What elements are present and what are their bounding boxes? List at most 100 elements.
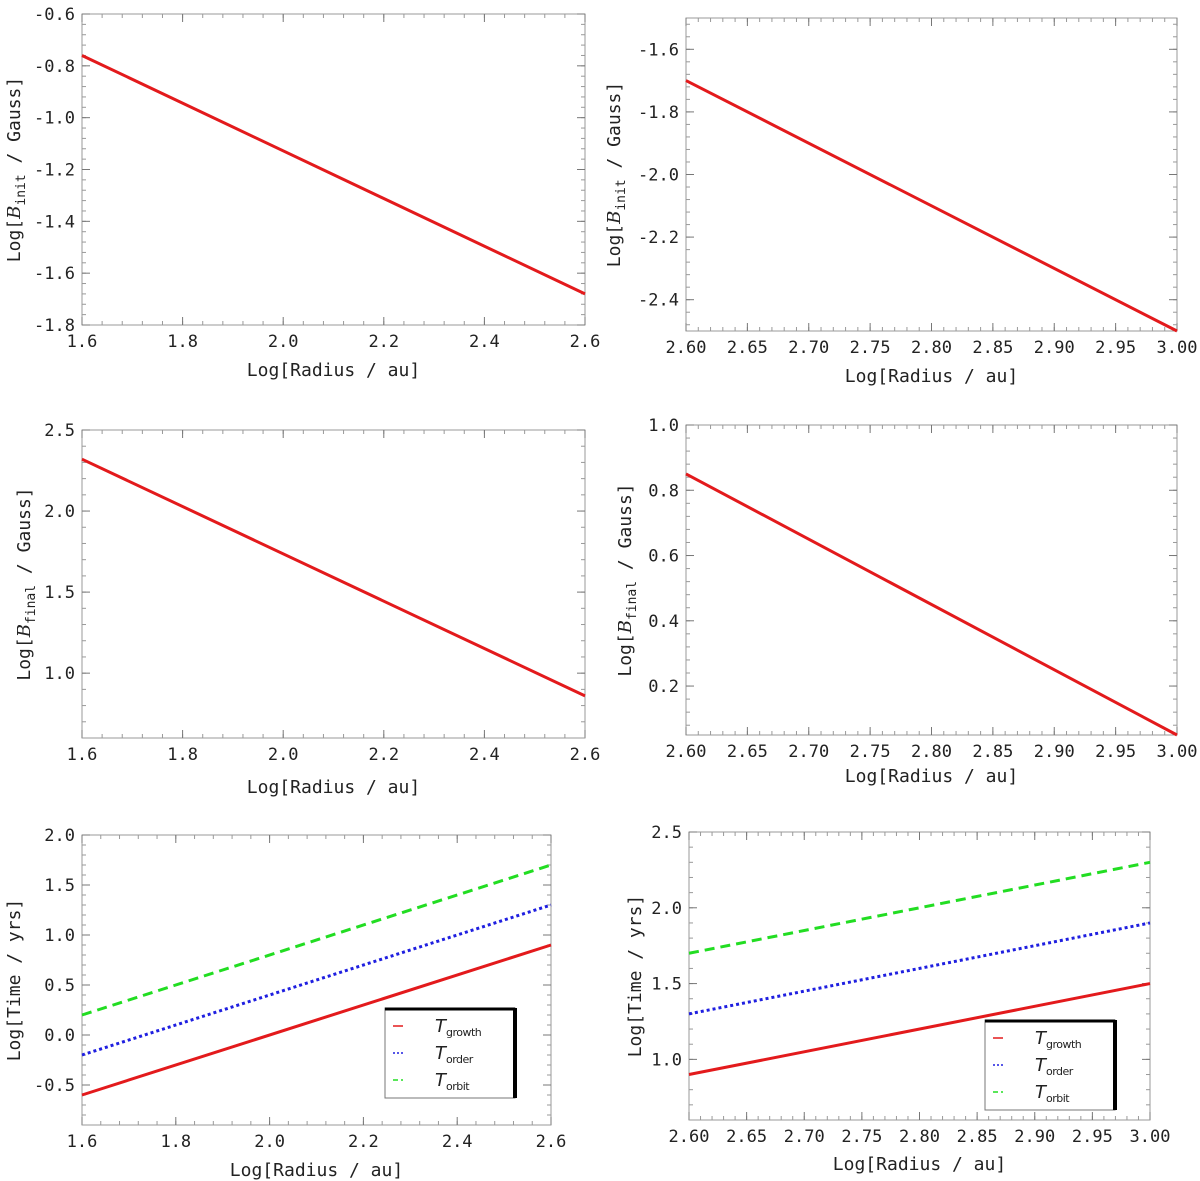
plot-frame bbox=[82, 430, 585, 738]
y-axis-label: Log[Binit / Gauss] bbox=[604, 82, 629, 267]
y-tick-label: 2.5 bbox=[651, 823, 682, 843]
x-tick-label: 2.85 bbox=[957, 1127, 998, 1147]
x-tick-label: 2.80 bbox=[911, 742, 952, 762]
x-tick-label: 2.65 bbox=[726, 1127, 767, 1147]
y-axis-label: Log[Bfinal / Gauss] bbox=[615, 483, 640, 676]
y-tick-label: -2.2 bbox=[638, 228, 679, 248]
y-tick-label: 1.0 bbox=[648, 416, 679, 436]
x-axis-label: Log[Radius / au] bbox=[247, 777, 420, 798]
y-tick-label: 1.0 bbox=[651, 1050, 682, 1070]
chart-panel-6: 2.60 2.65 2.70 2.75 2.80 2.85 2.90 2.95 3.00 1.0 1… bbox=[625, 823, 1170, 1175]
legend: Tgrowth Torder Torbit bbox=[385, 1008, 515, 1098]
chart-panel-1: 1.6 1.8 2.0 2.2 2.4 2.6-1.8-1.6-1.4-1.2-1.0-0… bbox=[4, 5, 600, 381]
x-tick-label: 2.85 bbox=[972, 742, 1013, 762]
y-tick-label: 1.0 bbox=[44, 664, 75, 684]
y-tick-label: 0.4 bbox=[648, 612, 679, 632]
x-tick-label: 2.85 bbox=[972, 338, 1013, 358]
x-axis-label: Log[Radius / au] bbox=[833, 1154, 1006, 1175]
x-tick-label: 2.75 bbox=[850, 742, 891, 762]
x-tick-label: 1.8 bbox=[167, 745, 198, 765]
x-tick-label: 2.2 bbox=[348, 1132, 379, 1152]
x-tick-label: 2.4 bbox=[469, 745, 500, 765]
x-tick-label: 2.6 bbox=[570, 332, 601, 352]
y-tick-label: -0.5 bbox=[34, 1076, 75, 1096]
x-tick-label: 2.0 bbox=[254, 1132, 285, 1152]
legend: Tgrowth Torder Torbit bbox=[985, 1020, 1115, 1110]
x-tick-label: 2.4 bbox=[442, 1132, 473, 1152]
x-tick-label: 3.00 bbox=[1157, 742, 1198, 762]
x-tick-label: 2.80 bbox=[911, 338, 952, 358]
series-line-b-init bbox=[82, 55, 585, 293]
y-axis-label: Log[Time / yrs] bbox=[625, 895, 646, 1058]
x-tick-label: 2.70 bbox=[788, 742, 829, 762]
x-axis-label: Log[Radius / au] bbox=[247, 360, 420, 381]
y-tick-label: 2.0 bbox=[44, 826, 75, 846]
series-line-t-order bbox=[689, 923, 1150, 1014]
chart-panel-4: 2.60 2.65 2.70 2.75 2.80 2.85 2.90 2.95 3.000.20… bbox=[615, 416, 1197, 787]
x-tick-label: 2.95 bbox=[1072, 1127, 1113, 1147]
y-tick-label: -0.6 bbox=[34, 5, 75, 25]
y-tick-label: 1.5 bbox=[44, 876, 75, 896]
x-tick-label: 2.75 bbox=[850, 338, 891, 358]
x-tick-label: 2.80 bbox=[899, 1127, 940, 1147]
x-axis-label: Log[Radius / au] bbox=[230, 1160, 403, 1181]
plot-frame bbox=[82, 14, 585, 325]
y-tick-label: -1.0 bbox=[34, 109, 75, 129]
y-tick-label: -2.4 bbox=[638, 291, 679, 311]
x-tick-label: 1.6 bbox=[67, 1132, 98, 1152]
x-tick-label: 2.95 bbox=[1095, 742, 1136, 762]
x-tick-label: 3.00 bbox=[1130, 1127, 1171, 1147]
x-tick-label: 2.60 bbox=[666, 338, 707, 358]
x-tick-label: 2.2 bbox=[368, 745, 399, 765]
y-axis-label: Log[Time / yrs] bbox=[4, 899, 25, 1062]
series-line-b-final bbox=[82, 459, 585, 696]
y-tick-label: 1.0 bbox=[44, 926, 75, 946]
y-tick-label: 0.8 bbox=[648, 481, 679, 501]
series-line-t-orbit bbox=[82, 865, 551, 1015]
y-tick-label: -0.8 bbox=[34, 57, 75, 77]
x-tick-label: 2.4 bbox=[469, 332, 500, 352]
y-tick-label: -1.8 bbox=[638, 103, 679, 123]
y-axis-label: Log[Binit / Gauss] bbox=[4, 77, 29, 262]
x-tick-label: 1.8 bbox=[160, 1132, 191, 1152]
plot-frame bbox=[686, 425, 1177, 735]
x-tick-label: 2.90 bbox=[1034, 338, 1075, 358]
y-tick-label: 2.0 bbox=[44, 502, 75, 522]
figure: 1.6 1.8 2.0 2.2 2.4 2.6 -1.8 -1.6 -1.4 -1.2 -1.0 -0… bbox=[0, 0, 1200, 1181]
y-tick-label: 1.5 bbox=[44, 583, 75, 603]
y-axis-label: Log[Bfinal / Gauss] bbox=[14, 487, 39, 680]
chart-panel-5: 1.6 1.8 2.0 2.2 2.4 2.6 -0.5 0.0 0.5 1.0 1.5 2.0 Log… bbox=[4, 826, 566, 1181]
plot-frame bbox=[686, 18, 1177, 331]
x-tick-label: 2.75 bbox=[841, 1127, 882, 1147]
x-tick-label: 2.2 bbox=[368, 332, 399, 352]
x-axis-label: Log[Radius / au] bbox=[845, 366, 1018, 387]
y-tick-label: -1.6 bbox=[638, 40, 679, 60]
x-tick-label: 2.0 bbox=[268, 332, 299, 352]
y-tick-label: -1.6 bbox=[34, 264, 75, 284]
y-tick-label: -1.2 bbox=[34, 161, 75, 181]
y-tick-label: 1.5 bbox=[651, 975, 682, 995]
x-tick-label: 2.6 bbox=[570, 745, 601, 765]
x-tick-label: 2.60 bbox=[669, 1127, 710, 1147]
x-tick-label: 2.6 bbox=[536, 1132, 567, 1152]
y-tick-label: -1.8 bbox=[34, 316, 75, 336]
y-tick-label: 0.0 bbox=[44, 1026, 75, 1046]
series-line-t-orbit bbox=[689, 862, 1150, 953]
x-axis-label: Log[Radius / au] bbox=[845, 766, 1018, 787]
x-tick-label: 2.65 bbox=[727, 742, 768, 762]
x-tick-label: 2.70 bbox=[788, 338, 829, 358]
x-tick-label: 2.70 bbox=[784, 1127, 825, 1147]
chart-panel-2: 2.60 2.65 2.70 2.75 2.80 2.85 2.90 2.95 3.00 -2.4… bbox=[604, 18, 1197, 387]
y-tick-label: -2.0 bbox=[638, 166, 679, 186]
x-tick-label: 2.0 bbox=[268, 745, 299, 765]
x-tick-label: 1.6 bbox=[67, 745, 98, 765]
x-tick-label: 1.8 bbox=[167, 332, 198, 352]
y-tick-label: 0.2 bbox=[648, 677, 679, 697]
series-line-b-final bbox=[686, 474, 1177, 735]
y-tick-label: -1.4 bbox=[34, 212, 75, 232]
x-tick-label: 2.65 bbox=[727, 338, 768, 358]
x-tick-label: 2.60 bbox=[666, 742, 707, 762]
y-tick-label: 0.5 bbox=[44, 976, 75, 996]
y-tick-label: 2.0 bbox=[651, 899, 682, 919]
x-tick-label: 2.95 bbox=[1095, 338, 1136, 358]
